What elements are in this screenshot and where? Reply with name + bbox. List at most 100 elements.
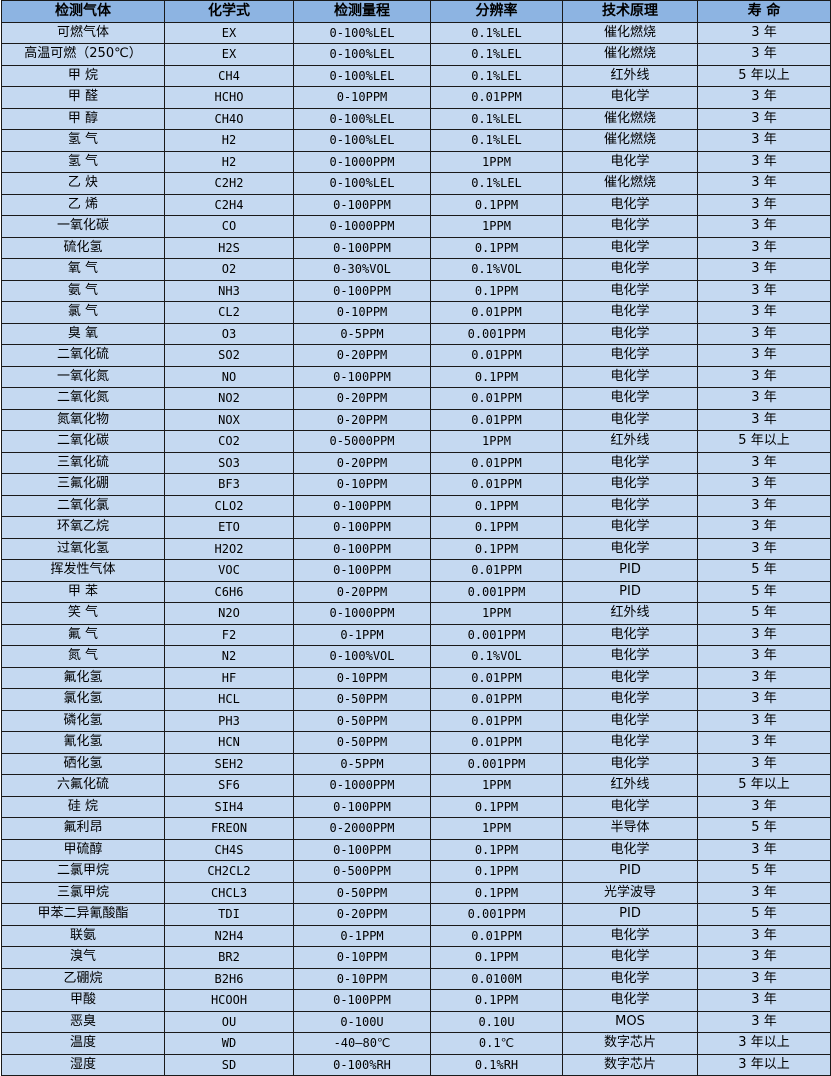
cell-formula: H2S bbox=[164, 236, 294, 259]
cell-gas: 硅 烷 bbox=[1, 795, 165, 818]
cell-formula: FREON bbox=[164, 817, 294, 840]
cell-gas: 甲苯二异氰酸酯 bbox=[1, 903, 165, 926]
cell-formula: NO2 bbox=[164, 387, 294, 410]
cell-gas: 甲 醇 bbox=[1, 107, 165, 130]
table-body: 可燃气体 EX 0-100%LEL 0.1%LEL 催化燃烧 3 年高温可燃（250℃） E… bbox=[1, 21, 831, 1076]
table-row: 氟化氢 HF 0-10PPM 0.01PPM 电化学 3 年 bbox=[1, 666, 831, 689]
cell-principle: 数字芯片 bbox=[562, 1032, 698, 1055]
cell-range: 0-20PPM bbox=[293, 903, 431, 926]
cell-principle: 电化学 bbox=[562, 494, 698, 517]
cell-range: 0-1PPM bbox=[293, 924, 431, 947]
cell-resolution: 0.1PPM bbox=[430, 279, 563, 302]
cell-gas: 乙 烯 bbox=[1, 193, 165, 216]
table-row: 氟 气 F2 0-1PPM 0.001PPM 电化学 3 年 bbox=[1, 623, 831, 646]
cell-range: 0-20PPM bbox=[293, 344, 431, 367]
cell-principle: 催化燃烧 bbox=[562, 107, 698, 130]
table-row: 一氧化氮 NO 0-100PPM 0.1PPM 电化学 3 年 bbox=[1, 365, 831, 388]
table-row: 二氧化硫 SO2 0-20PPM 0.01PPM 电化学 3 年 bbox=[1, 344, 831, 367]
cell-formula: C2H2 bbox=[164, 172, 294, 195]
cell-lifespan: 5 年以上 bbox=[697, 774, 831, 797]
cell-gas: 乙 炔 bbox=[1, 172, 165, 195]
cell-formula: C6H6 bbox=[164, 580, 294, 603]
cell-resolution: 0.01PPM bbox=[430, 924, 563, 947]
cell-resolution: 0.001PPM bbox=[430, 752, 563, 775]
cell-principle: PID bbox=[562, 559, 698, 582]
cell-formula: CH2CL2 bbox=[164, 860, 294, 883]
cell-range: 0-1000PPM bbox=[293, 774, 431, 797]
cell-resolution: 0.1PPM bbox=[430, 516, 563, 539]
cell-lifespan: 3 年 bbox=[697, 623, 831, 646]
table-row: 臭 氧 O3 0-5PPM 0.001PPM 电化学 3 年 bbox=[1, 322, 831, 345]
cell-resolution: 0.01PPM bbox=[430, 86, 563, 109]
cell-principle: 催化燃烧 bbox=[562, 172, 698, 195]
cell-formula: O3 bbox=[164, 322, 294, 345]
cell-formula: CHCL3 bbox=[164, 881, 294, 904]
cell-principle: 电化学 bbox=[562, 86, 698, 109]
cell-resolution: 0.1PPM bbox=[430, 193, 563, 216]
cell-principle: PID bbox=[562, 903, 698, 926]
cell-resolution: 0.01PPM bbox=[430, 408, 563, 431]
cell-principle: 电化学 bbox=[562, 301, 698, 324]
cell-formula: CLO2 bbox=[164, 494, 294, 517]
table-row: 三氧化硫 SO3 0-20PPM 0.01PPM 电化学 3 年 bbox=[1, 451, 831, 474]
cell-principle: 电化学 bbox=[562, 795, 698, 818]
cell-resolution: 0.1%LEL bbox=[430, 43, 563, 66]
cell-gas: 笑 气 bbox=[1, 602, 165, 625]
cell-lifespan: 3 年 bbox=[697, 688, 831, 711]
cell-range: 0-100PPM bbox=[293, 516, 431, 539]
table-row: 联氨 N2H4 0-1PPM 0.01PPM 电化学 3 年 bbox=[1, 924, 831, 947]
cell-lifespan: 3 年 bbox=[697, 365, 831, 388]
cell-resolution: 1PPM bbox=[430, 817, 563, 840]
cell-range: 0-1000PPM bbox=[293, 602, 431, 625]
cell-principle: 红外线 bbox=[562, 774, 698, 797]
table-row: 三氟化硼 BF3 0-10PPM 0.01PPM 电化学 3 年 bbox=[1, 473, 831, 496]
cell-gas: 高温可燃（250℃） bbox=[1, 43, 165, 66]
cell-principle: 电化学 bbox=[562, 322, 698, 345]
cell-range: 0-10PPM bbox=[293, 946, 431, 969]
cell-resolution: 0.1PPM bbox=[430, 795, 563, 818]
cell-principle: 红外线 bbox=[562, 64, 698, 87]
cell-resolution: 0.01PPM bbox=[430, 666, 563, 689]
cell-lifespan: 3 年 bbox=[697, 258, 831, 281]
cell-principle: 红外线 bbox=[562, 430, 698, 453]
cell-resolution: 0.1%VOL bbox=[430, 258, 563, 281]
cell-principle: 电化学 bbox=[562, 215, 698, 238]
cell-lifespan: 3 年 bbox=[697, 752, 831, 775]
table-row: 乙 烯 C2H4 0-100PPM 0.1PPM 电化学 3 年 bbox=[1, 193, 831, 216]
cell-principle: 数字芯片 bbox=[562, 1053, 698, 1076]
header-resolution: 分辨率 bbox=[430, 0, 563, 23]
cell-range: 0-20PPM bbox=[293, 387, 431, 410]
table-row: 乙硼烷 B2H6 0-10PPM 0.0100M 电化学 3 年 bbox=[1, 967, 831, 990]
cell-resolution: 0.1%RH bbox=[430, 1053, 563, 1076]
table-row: 甲 苯 C6H6 0-20PPM 0.001PPM PID 5 年 bbox=[1, 580, 831, 603]
cell-range: 0-5000PPM bbox=[293, 430, 431, 453]
cell-range: 0-100U bbox=[293, 1010, 431, 1033]
cell-range: 0-100%LEL bbox=[293, 21, 431, 44]
table-row: 恶臭 OU 0-100U 0.10U MOS 3 年 bbox=[1, 1010, 831, 1033]
cell-resolution: 0.1%LEL bbox=[430, 172, 563, 195]
cell-lifespan: 3 年 bbox=[697, 709, 831, 732]
cell-principle: 电化学 bbox=[562, 989, 698, 1012]
cell-lifespan: 3 年 bbox=[697, 494, 831, 517]
cell-gas: 溴气 bbox=[1, 946, 165, 969]
cell-range: 0-500PPM bbox=[293, 860, 431, 883]
cell-formula: CO2 bbox=[164, 430, 294, 453]
table-row: 氢 气 H2 0-100%LEL 0.1%LEL 催化燃烧 3 年 bbox=[1, 129, 831, 152]
table-row: 六氟化硫 SF6 0-1000PPM 1PPM 红外线 5 年以上 bbox=[1, 774, 831, 797]
cell-range: 0-100PPM bbox=[293, 795, 431, 818]
cell-gas: 三氯甲烷 bbox=[1, 881, 165, 904]
cell-resolution: 0.0100M bbox=[430, 967, 563, 990]
cell-resolution: 0.01PPM bbox=[430, 709, 563, 732]
cell-range: 0-100PPM bbox=[293, 537, 431, 560]
cell-lifespan: 3 年 bbox=[697, 107, 831, 130]
cell-gas: 氰化氢 bbox=[1, 731, 165, 754]
cell-gas: 氢 气 bbox=[1, 150, 165, 173]
cell-gas: 氯 气 bbox=[1, 301, 165, 324]
cell-lifespan: 3 年 bbox=[697, 387, 831, 410]
cell-range: 0-100%LEL bbox=[293, 172, 431, 195]
cell-formula: N2H4 bbox=[164, 924, 294, 947]
cell-principle: 电化学 bbox=[562, 645, 698, 668]
cell-range: 0-50PPM bbox=[293, 709, 431, 732]
cell-resolution: 0.001PPM bbox=[430, 580, 563, 603]
cell-resolution: 0.10U bbox=[430, 1010, 563, 1033]
